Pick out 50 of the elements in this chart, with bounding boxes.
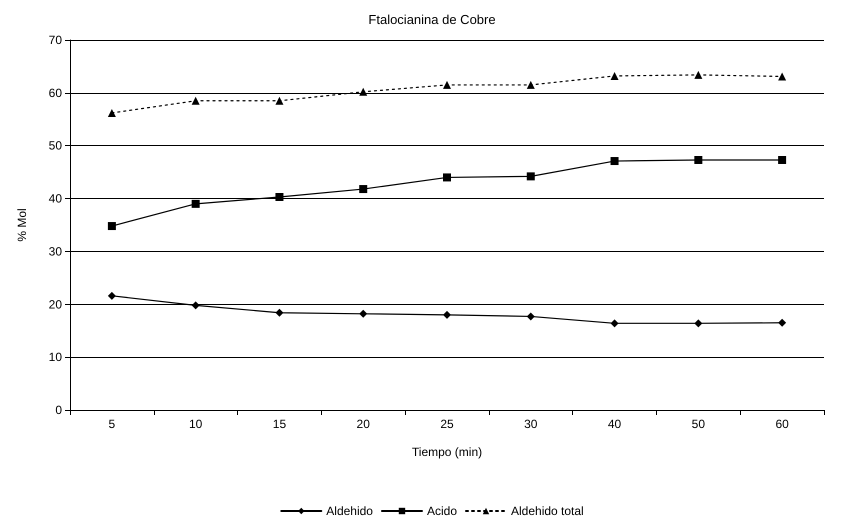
point: [192, 96, 200, 105]
y-tick-label: 70: [48, 33, 62, 47]
x-axis-title: Tiempo (min): [412, 445, 482, 459]
point: [526, 80, 535, 89]
point: [610, 157, 619, 166]
chart-title: Ftalocianina de Cobre: [368, 12, 496, 27]
x-tick-label: 10: [188, 417, 203, 431]
point: [275, 192, 284, 201]
x-tick-label: 15: [272, 417, 286, 431]
x-tick-label: 50: [692, 417, 706, 431]
y-tick-label: 50: [48, 138, 62, 153]
y-tick-label: 20: [48, 297, 62, 312]
point: [359, 88, 368, 96]
legend-label: Aldehido total: [511, 504, 584, 518]
point: [359, 310, 368, 318]
point: [108, 292, 116, 300]
y-tick-label: 10: [48, 350, 62, 364]
x-tick-label: 20: [356, 417, 370, 431]
point: [526, 312, 535, 320]
point: [275, 308, 284, 317]
x-tick-label: 40: [608, 417, 622, 431]
point: [610, 319, 619, 328]
point: [108, 222, 116, 230]
y-tick-label: 0: [55, 403, 62, 417]
point: [359, 185, 368, 194]
point: [192, 200, 200, 208]
point: [108, 108, 116, 117]
point: [778, 72, 786, 80]
y-tick-label: 40: [48, 192, 62, 206]
point: [192, 301, 200, 310]
point: [526, 172, 535, 180]
point: [610, 72, 619, 80]
x-tick-label: 5: [108, 417, 116, 431]
point: [443, 173, 451, 182]
legend-label: Acido: [426, 504, 458, 518]
point: [694, 156, 702, 164]
point: [778, 156, 786, 164]
x-tick-label: 25: [440, 417, 454, 431]
point: [694, 319, 702, 328]
point: [275, 96, 284, 105]
x-tick-label: 30: [524, 417, 538, 431]
y-tick-label: 60: [48, 86, 62, 100]
y-axis-title: % Mol: [15, 208, 29, 242]
legend-label: Aldehido: [326, 504, 374, 518]
point: [778, 318, 786, 327]
point: [443, 310, 451, 319]
y-tick-label: 30: [48, 244, 62, 258]
point: [443, 80, 451, 89]
point: [694, 70, 702, 79]
x-tick-label: 60: [775, 417, 790, 431]
